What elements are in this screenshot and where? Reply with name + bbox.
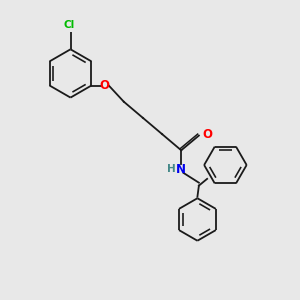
- Text: Cl: Cl: [63, 20, 75, 30]
- Text: N: N: [176, 163, 186, 176]
- Text: O: O: [100, 79, 110, 92]
- Text: O: O: [202, 128, 212, 141]
- Text: H: H: [167, 164, 176, 174]
